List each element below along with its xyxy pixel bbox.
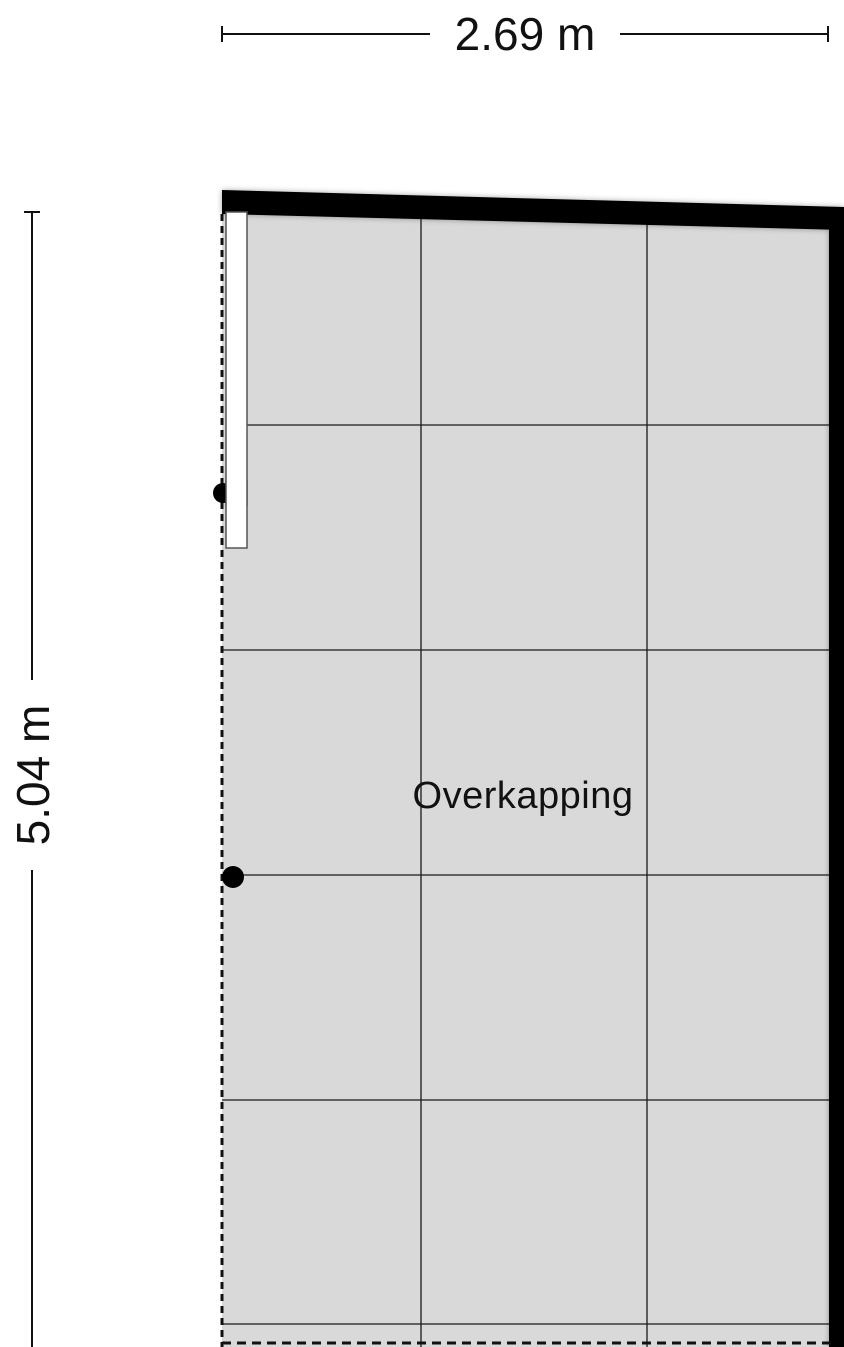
top-wall <box>222 190 844 230</box>
post-cover <box>226 480 247 506</box>
room-label: Overkapping <box>413 775 634 817</box>
height-label: 5.04 m <box>7 705 59 846</box>
floor-grid <box>222 205 830 1347</box>
right-wall <box>829 210 844 1347</box>
width-dimension: 2.69 m <box>221 8 829 60</box>
floor-area <box>222 192 838 1347</box>
walls <box>222 190 844 1347</box>
height-dimension: 5.04 m <box>7 211 59 1347</box>
support-post-lower <box>222 866 244 888</box>
width-label: 2.69 m <box>455 8 596 60</box>
post-element <box>225 211 248 549</box>
